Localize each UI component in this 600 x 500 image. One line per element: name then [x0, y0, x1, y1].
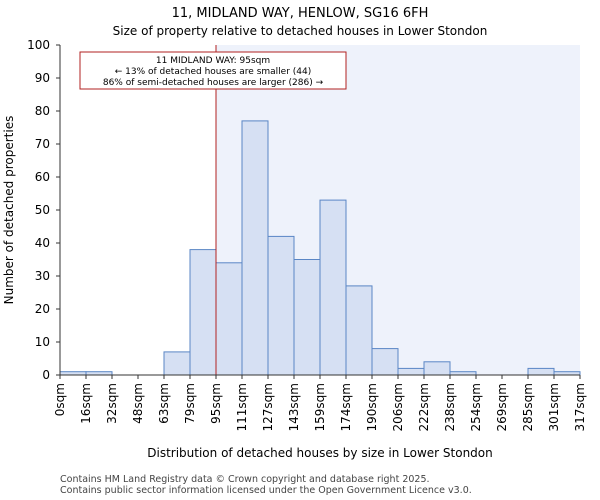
- x-tick-label-127sqm: 127sqm: [261, 383, 275, 431]
- annotation-line-2: ← 13% of detached houses are smaller (44…: [115, 67, 312, 77]
- y-tick-label-10: 10: [35, 335, 50, 349]
- bar-79sqm: [189, 249, 217, 376]
- annotation-line-3: 86% of semi-detached houses are larger (…: [103, 78, 324, 88]
- x-tick-label-301sqm: 301sqm: [547, 383, 561, 431]
- x-tick-label-190sqm: 190sqm: [365, 383, 379, 431]
- y-tick-label-70: 70: [35, 137, 50, 151]
- bar-285sqm: [527, 367, 555, 376]
- bar-190sqm: [371, 348, 399, 376]
- x-tick-label-63sqm: 63sqm: [157, 383, 171, 424]
- y-tick-label-60: 60: [35, 170, 50, 184]
- x-tick-label-79sqm: 79sqm: [183, 383, 197, 424]
- bar-222sqm: [423, 361, 451, 376]
- annotation-box: 11 MIDLAND WAY: 95sqm ← 13% of detached …: [79, 51, 347, 90]
- chart-title: 11, MIDLAND WAY, HENLOW, SG16 6FH: [172, 6, 429, 21]
- x-tick-label-143sqm: 143sqm: [287, 383, 301, 431]
- x-tick-label-238sqm: 238sqm: [443, 383, 457, 431]
- x-tick-label-0sqm: 0sqm: [53, 383, 67, 416]
- y-tick-label-100: 100: [27, 38, 50, 52]
- y-tick-label-20: 20: [35, 302, 50, 316]
- x-axis-label: Distribution of detached houses by size …: [147, 446, 493, 460]
- bar-206sqm: [397, 367, 425, 376]
- y-tick-label-50: 50: [35, 203, 50, 217]
- bar-111sqm: [241, 120, 269, 376]
- y-tick-label-90: 90: [35, 71, 50, 85]
- y-axis-label: Number of detached properties: [2, 116, 16, 305]
- annotation-line-1: 11 MIDLAND WAY: 95sqm: [156, 56, 270, 66]
- y-tick-label-0: 0: [42, 368, 50, 382]
- x-tick-label-159sqm: 159sqm: [313, 383, 327, 431]
- x-tick-label-95sqm: 95sqm: [209, 383, 223, 424]
- x-tick-label-269sqm: 269sqm: [495, 383, 509, 431]
- bar-143sqm: [293, 259, 321, 376]
- bar-95sqm: [215, 262, 243, 376]
- x-tick-label-48sqm: 48sqm: [131, 383, 145, 424]
- x-tick-label-16sqm: 16sqm: [79, 383, 93, 424]
- x-tick-label-32sqm: 32sqm: [105, 383, 119, 424]
- bar-63sqm: [163, 351, 191, 376]
- x-tick-label-111sqm: 111sqm: [235, 383, 249, 431]
- y-tick-label-40: 40: [35, 236, 50, 250]
- chart-subtitle: Size of property relative to detached ho…: [113, 24, 488, 38]
- axes-group: 0 10 20 30 40 50 60 70 80 90 100 0sqm 16sqm 32sqm 48sq…: [27, 38, 587, 431]
- x-tick-label-222sqm: 222sqm: [417, 383, 431, 431]
- annotation-frame: [79, 51, 347, 90]
- x-tick-label-317sqm: 317sqm: [573, 383, 587, 431]
- x-tick-label-174sqm: 174sqm: [339, 383, 353, 431]
- x-tick-label-254sqm: 254sqm: [469, 383, 483, 431]
- footer-line-2: Contains public sector information licen…: [60, 485, 472, 496]
- x-tick-label-285sqm: 285sqm: [521, 383, 535, 431]
- x-tick-label-206sqm: 206sqm: [391, 383, 405, 431]
- y-tick-label-30: 30: [35, 269, 50, 283]
- bar-127sqm: [267, 235, 295, 376]
- bar-159sqm: [319, 199, 347, 376]
- bars-group: [59, 120, 581, 376]
- footer-line-1: Contains HM Land Registry data © Crown c…: [60, 474, 430, 485]
- bar-174sqm: [345, 285, 373, 376]
- y-tick-label-80: 80: [35, 104, 50, 118]
